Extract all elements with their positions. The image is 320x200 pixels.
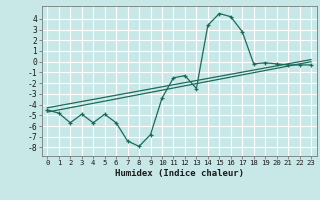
X-axis label: Humidex (Indice chaleur): Humidex (Indice chaleur) bbox=[115, 169, 244, 178]
